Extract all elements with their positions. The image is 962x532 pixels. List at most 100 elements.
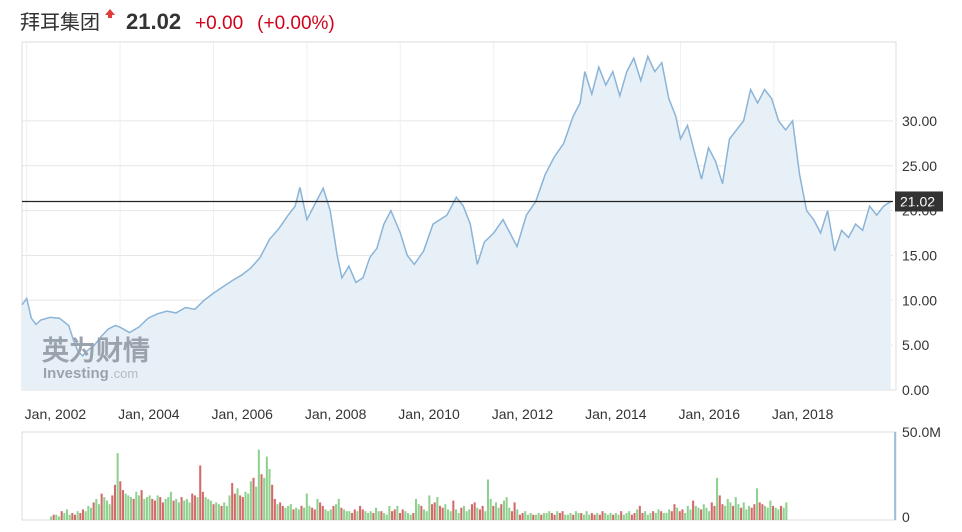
volume-bar [415,498,418,520]
x-tick-label: Jan, 2018 [772,406,834,422]
volume-bar [183,500,186,520]
volume-bar [548,511,551,520]
volume-bar [430,504,434,520]
volume-bar [375,507,378,520]
volume-bar [108,504,111,520]
volume-bar [580,513,583,520]
volume-bar [721,504,724,520]
volume-bar [537,513,540,520]
volume-bar [324,509,327,520]
volume-bar [193,495,196,520]
volume-bar [103,497,106,520]
volume-bar [732,505,735,520]
volume-bar [761,504,764,520]
volume-bar [97,504,101,520]
volume-bar [353,509,356,520]
volume-bar [542,513,545,520]
volume-bar [628,511,631,520]
volume-bar [100,493,103,520]
volume-bar [438,505,442,520]
volume-bar [247,493,250,520]
volume-bar [454,509,458,520]
y-tick-label: 5.00 [902,337,929,353]
volume-bar [662,513,665,520]
volume-bar [782,507,785,520]
volume-bar [337,498,340,520]
volume-bar [521,513,524,520]
x-tick-label: Jan, 2016 [679,406,741,422]
volume-bar [649,513,652,520]
volume-bar [327,511,330,520]
volume-bar [652,511,655,520]
volume-bar [756,488,759,520]
volume-bar [590,513,593,520]
volume-bar [329,509,332,520]
volume-bar [614,513,617,520]
volume-bar [215,502,218,520]
volume-bar [457,513,460,520]
volume-bar [57,516,61,520]
volume-bar [223,502,226,520]
volume-bar [444,504,447,520]
volume-bar [380,511,383,520]
volume-bar [292,509,295,520]
price-y-axis: 0.00 5.00 10.00 15.00 20.00 25.00 30.00 [902,113,937,398]
volume-bar [750,507,753,520]
watermark-en: Investing [43,365,109,382]
volume-bar [135,491,138,520]
volume-bar [769,500,772,520]
volume-bar [233,493,236,520]
volume-bar [737,504,740,520]
current-price-label: 21.02 [900,193,935,209]
volume-bar [316,498,319,520]
volume-bar [556,511,559,520]
current-price-badge-bg [895,191,943,212]
volume-bar [718,495,721,520]
volume-bar [263,477,266,520]
volume-bar [63,513,66,520]
volume-bar [780,505,783,520]
volume-bar [71,513,74,520]
y-tick-label: 30.00 [902,113,937,129]
volume-bar [268,469,271,520]
volume-bar [577,513,580,520]
volume-bar [524,511,527,520]
volume-bar [289,504,292,520]
volume-bar [305,493,308,520]
volume-bar [622,514,625,520]
x-tick-label: Jan, 2012 [492,406,554,422]
volume-bar [407,513,410,520]
volume-bar [372,513,375,520]
volume-bar [92,502,95,520]
volume-bar [383,513,386,520]
volume-bar [167,497,170,520]
volume-bar [228,495,231,520]
volume-bar [377,511,380,520]
volume-bar [660,511,663,520]
volume-bar [65,509,69,520]
volume-bar [335,504,338,520]
volume-bar [55,514,58,520]
volume-bar [281,505,284,520]
volume-bar [668,509,671,520]
volume-bar [220,505,223,520]
volume-bar [484,511,487,520]
volume-bar [534,514,537,520]
volume-bar [209,500,212,520]
volume-bar [391,511,394,520]
volume-bar [697,507,700,520]
volume-bar [766,507,769,520]
volume-bar [73,514,77,520]
volume-bar [670,511,673,520]
volume-bar [606,514,609,520]
volume-bar [60,511,63,520]
volume-bar [313,509,316,520]
volume-bar [159,497,162,520]
volume-bar [153,500,156,520]
volume-tick-label: 0 [902,509,910,525]
volume-bar [137,495,140,520]
volume-bar [87,505,90,520]
volume-bar [143,498,146,520]
volume-bar [572,514,575,520]
